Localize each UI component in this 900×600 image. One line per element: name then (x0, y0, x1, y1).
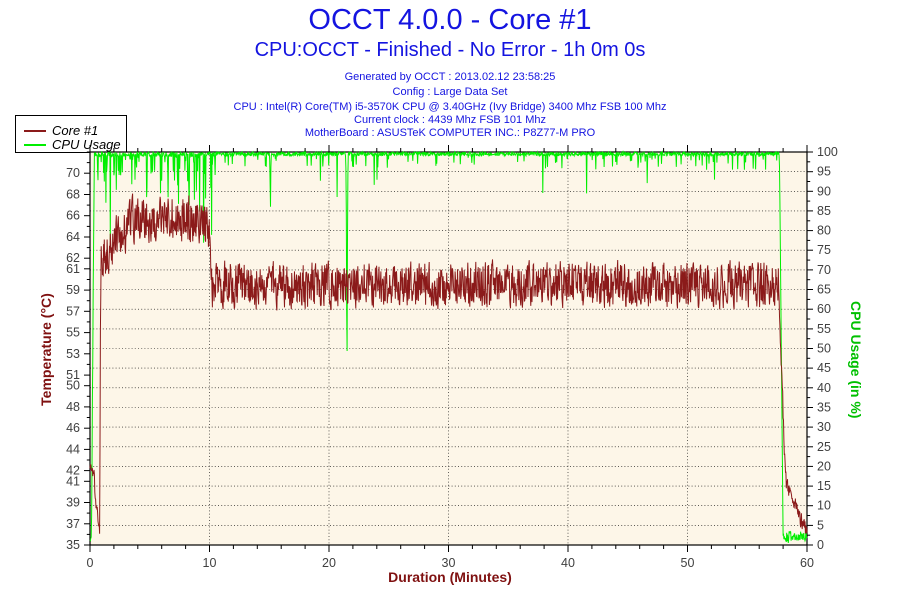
svg-text:59: 59 (66, 283, 80, 297)
svg-text:95: 95 (817, 165, 831, 179)
svg-text:30: 30 (817, 420, 831, 434)
svg-text:37: 37 (66, 517, 80, 531)
svg-text:35: 35 (66, 538, 80, 552)
svg-text:40: 40 (561, 556, 575, 570)
svg-text:15: 15 (817, 479, 831, 493)
svg-text:55: 55 (817, 322, 831, 336)
svg-text:0: 0 (87, 556, 94, 570)
svg-text:50: 50 (681, 556, 695, 570)
svg-text:64: 64 (66, 230, 80, 244)
svg-text:0: 0 (817, 538, 824, 552)
svg-text:75: 75 (817, 243, 831, 257)
svg-text:10: 10 (203, 556, 217, 570)
svg-text:80: 80 (817, 224, 831, 238)
svg-text:85: 85 (817, 204, 831, 218)
svg-text:90: 90 (817, 184, 831, 198)
svg-text:10: 10 (817, 499, 831, 513)
svg-text:45: 45 (817, 361, 831, 375)
svg-text:60: 60 (817, 302, 831, 316)
svg-text:46: 46 (66, 421, 80, 435)
svg-text:5: 5 (817, 518, 824, 532)
svg-text:35: 35 (817, 401, 831, 415)
svg-text:50: 50 (817, 342, 831, 356)
svg-text:65: 65 (817, 283, 831, 297)
svg-text:25: 25 (817, 440, 831, 454)
svg-text:61: 61 (66, 262, 80, 276)
svg-text:39: 39 (66, 496, 80, 510)
svg-text:48: 48 (66, 400, 80, 414)
svg-text:70: 70 (817, 263, 831, 277)
svg-text:30: 30 (442, 556, 456, 570)
svg-text:44: 44 (66, 442, 80, 456)
svg-text:20: 20 (817, 459, 831, 473)
svg-text:20: 20 (322, 556, 336, 570)
svg-text:68: 68 (66, 188, 80, 202)
svg-text:60: 60 (800, 556, 814, 570)
svg-text:70: 70 (66, 166, 80, 180)
svg-text:53: 53 (66, 347, 80, 361)
svg-text:41: 41 (66, 474, 80, 488)
svg-text:55: 55 (66, 326, 80, 340)
svg-text:57: 57 (66, 304, 80, 318)
svg-text:100: 100 (817, 145, 838, 159)
svg-text:66: 66 (66, 209, 80, 223)
svg-text:50: 50 (66, 379, 80, 393)
svg-text:40: 40 (817, 381, 831, 395)
